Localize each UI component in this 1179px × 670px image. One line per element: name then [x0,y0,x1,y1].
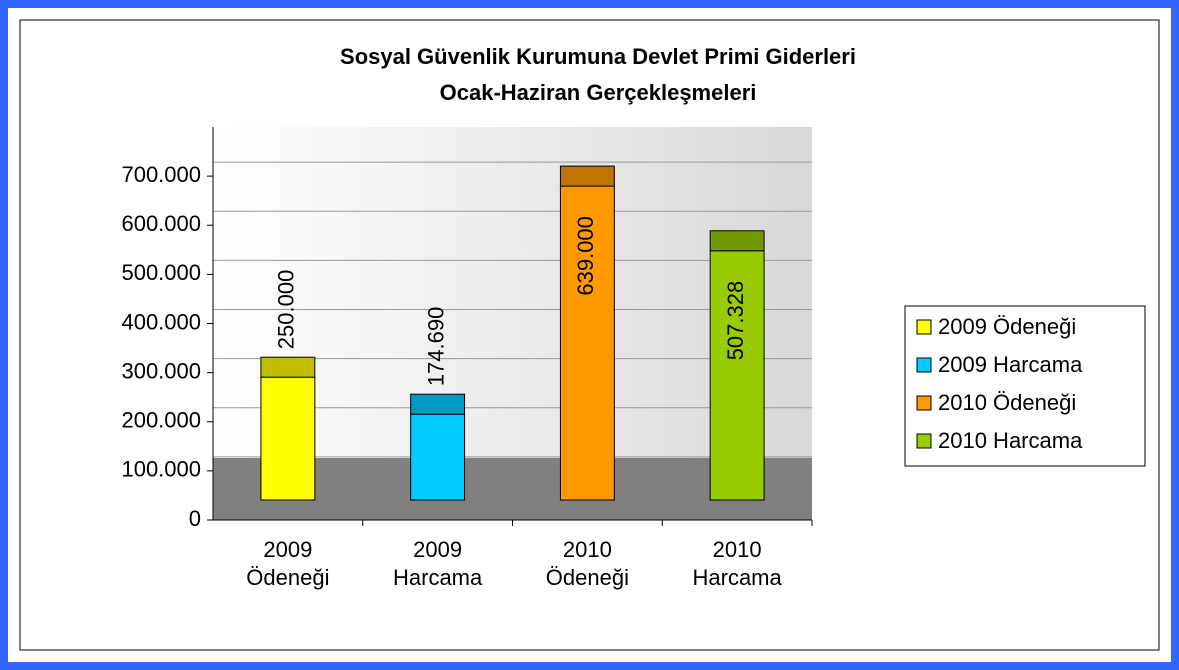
y-tick-label: 700.000 [121,162,201,187]
data-label: 507.328 [723,281,748,361]
legend-swatch [916,357,932,373]
bar-top [410,393,466,415]
bar [559,185,615,501]
legend-swatch [916,319,932,335]
bar [410,413,466,501]
data-label: 174.690 [423,307,448,387]
legend [904,305,1146,467]
bar [260,376,316,501]
legend-swatch [916,433,932,449]
bar-top [260,356,316,378]
chart-title: Sosyal Güvenlik Kurumuna Devlet Primi Gi… [340,44,856,69]
y-tick-label: 500.000 [121,260,201,285]
bar-top [709,230,765,252]
chart-subtitle: Ocak-Haziran Gerçekleşmeleri [440,80,757,105]
legend-label: 2009 Ödeneği [938,314,1076,339]
x-tick-label: 2009 Ödeneği [246,537,330,590]
data-label: 639.000 [573,216,598,296]
legend-label: 2010 Harcama [938,428,1083,453]
legend-label: 2010 Ödeneği [938,390,1076,415]
y-tick-label: 400.000 [121,309,201,334]
bar-top [559,165,615,187]
y-tick-label: 100.000 [121,457,201,482]
y-tick-label: 300.000 [121,358,201,383]
data-label: 250.000 [274,270,299,350]
y-tick-label: 0 [189,506,201,531]
x-tick-label: 2010 Ödeneği [545,537,629,590]
y-tick-label: 200.000 [121,408,201,433]
x-tick-label: 2009 Harcama [393,537,483,590]
legend-label: 2009 Harcama [938,352,1083,377]
bar [709,250,765,501]
x-tick-label: 2010 Harcama [692,537,782,590]
legend-swatch [916,395,932,411]
y-tick-label: 600.000 [121,211,201,236]
